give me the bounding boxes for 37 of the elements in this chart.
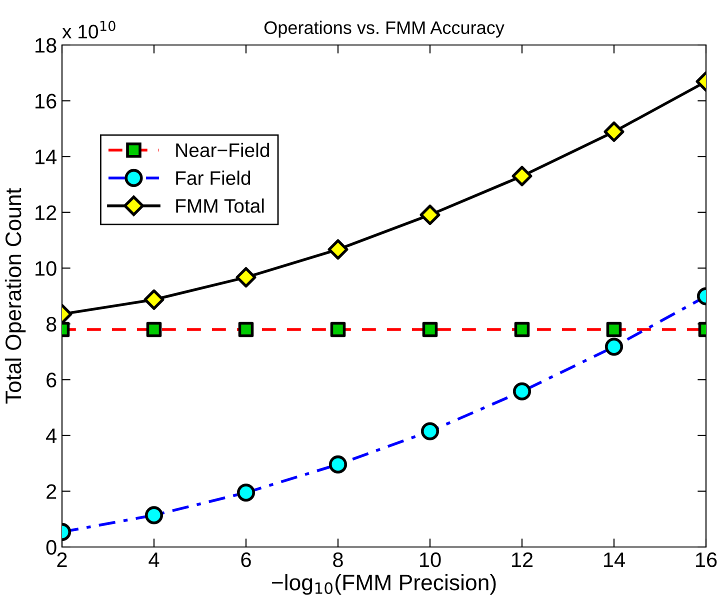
- point: [330, 322, 346, 338]
- y-tick-label: 18: [36, 38, 56, 53]
- point: [328, 239, 348, 260]
- point: [420, 204, 440, 226]
- y-tick-label: 0: [46, 540, 56, 555]
- y-tick-label: 2: [46, 484, 56, 499]
- x-tick-label: 8: [333, 552, 343, 568]
- y-tick-label: 12: [36, 205, 56, 220]
- point: [514, 322, 530, 338]
- y-tick-label: 16: [36, 94, 56, 109]
- y-tick-label: 10: [36, 261, 56, 276]
- x-tick-label: 2: [57, 552, 67, 567]
- y-tick-label: 14: [36, 150, 57, 164]
- legend-label: Far Field: [176, 170, 250, 185]
- point: [604, 122, 624, 142]
- point: [606, 322, 622, 338]
- legend-label: FMM Total: [176, 198, 264, 213]
- x-tick-label: 6: [241, 552, 251, 568]
- y-tick-label: 6: [46, 372, 56, 388]
- x-tick-label: 4: [148, 552, 160, 567]
- point: [238, 322, 254, 338]
- x-axis-title: −log$_{10}$(FMM Precision): [272, 574, 496, 595]
- x-tick-label: 12: [512, 552, 533, 567]
- legend-label: Near−Field: [176, 142, 269, 158]
- y-axis-title: Total Operation Count: [4, 188, 26, 404]
- point: [422, 322, 438, 338]
- y-tick-label: 8: [46, 316, 56, 332]
- point: [146, 322, 162, 338]
- y-tick-label: 4: [46, 428, 57, 443]
- chart-title: Operations vs. FMM Accuracy: [264, 20, 504, 38]
- point: [144, 289, 164, 310]
- point: [236, 267, 256, 288]
- x-tick-label: 16: [696, 552, 717, 568]
- point: [512, 166, 532, 186]
- x-tick-label: 10: [420, 552, 441, 568]
- text: x 10$^{10}$: [62, 20, 116, 38]
- x-tick-label: 14: [604, 552, 625, 567]
